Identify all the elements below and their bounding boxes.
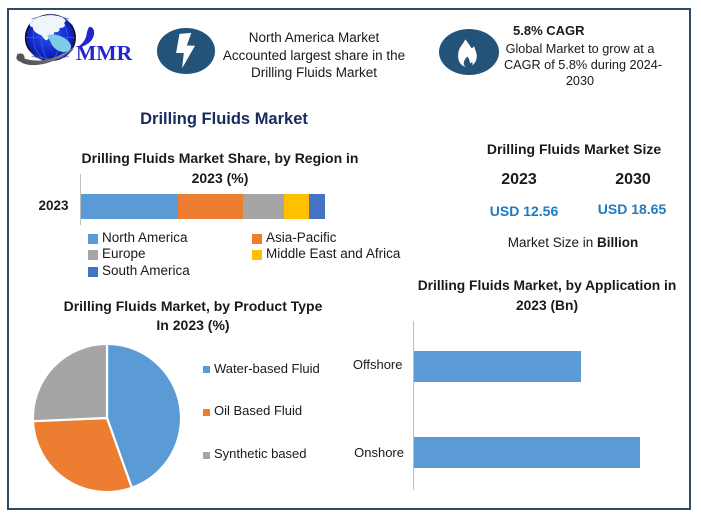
svg-text:MMR: MMR [76,41,133,65]
